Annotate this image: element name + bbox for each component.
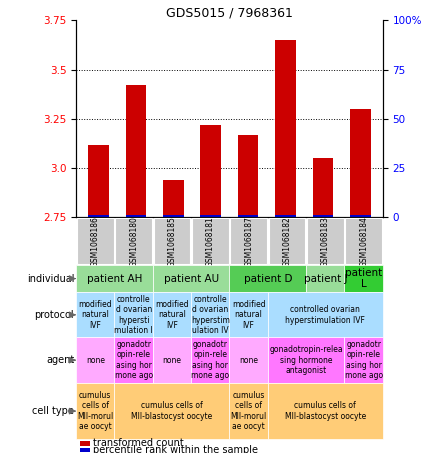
Bar (268, 218, 305, 264)
Text: gonadotr
opin-rele
asing hor
mone ago: gonadotr opin-rele asing hor mone ago (191, 340, 229, 380)
Text: gonadotr
opin-rele
asing hor
mone ago: gonadotr opin-rele asing hor mone ago (114, 340, 152, 380)
Bar (275, 215, 295, 217)
Bar (125, 215, 146, 217)
Text: patient
L: patient L (344, 268, 381, 289)
Text: patient AH: patient AH (86, 274, 142, 284)
Text: controlle
d ovarian
hyperstim
ulation IV: controlle d ovarian hyperstim ulation IV (191, 295, 229, 335)
Text: transformed count: transformed count (93, 439, 184, 448)
Bar (237, 215, 258, 217)
Bar (88, 145, 108, 217)
Bar (115, 218, 151, 264)
Text: patient J: patient J (303, 274, 346, 284)
Bar (77, 218, 113, 264)
Text: modified
natural
IVF: modified natural IVF (155, 300, 188, 330)
Bar (229, 383, 267, 439)
Text: GSM1068183: GSM1068183 (320, 216, 329, 267)
Title: GDS5015 / 7968361: GDS5015 / 7968361 (166, 6, 292, 19)
Bar (76, 337, 114, 383)
Text: GSM1068187: GSM1068187 (243, 216, 253, 267)
Bar (76, 292, 114, 337)
Text: GSM1068186: GSM1068186 (91, 216, 99, 267)
Text: none: none (85, 356, 105, 365)
Bar (191, 218, 228, 264)
Bar (200, 215, 220, 217)
Text: GSM1068185: GSM1068185 (167, 216, 176, 267)
Bar (345, 218, 381, 264)
Bar (80, 441, 89, 446)
Text: gonadotropin-relea
sing hormone
antagonist: gonadotropin-relea sing hormone antagoni… (269, 345, 342, 375)
Bar (267, 383, 382, 439)
Bar (312, 215, 332, 217)
Bar (114, 383, 229, 439)
Text: cumulus
cells of
MII-morul
ae oocyt: cumulus cells of MII-morul ae oocyt (230, 391, 266, 431)
Text: gonadotr
opin-rele
asing hor
mone ago: gonadotr opin-rele asing hor mone ago (344, 340, 382, 380)
Text: cumulus cells of
MII-blastocyst oocyte: cumulus cells of MII-blastocyst oocyte (131, 401, 212, 421)
Bar (152, 265, 229, 292)
Text: protocol: protocol (35, 310, 74, 320)
Bar (230, 218, 266, 264)
Bar (229, 292, 267, 337)
Text: patient AU: patient AU (163, 274, 218, 284)
Text: none: none (239, 356, 257, 365)
Text: percentile rank within the sample: percentile rank within the sample (93, 444, 258, 453)
Bar (163, 215, 183, 217)
Bar (349, 109, 370, 217)
Text: patient D: patient D (243, 274, 291, 284)
Bar (152, 292, 191, 337)
Bar (153, 218, 190, 264)
Bar (306, 218, 343, 264)
Bar (152, 337, 191, 383)
Bar (76, 265, 152, 292)
Bar (163, 180, 183, 217)
Text: cumulus cells of
MII-blastocyst oocyte: cumulus cells of MII-blastocyst oocyte (284, 401, 365, 421)
Bar (229, 265, 306, 292)
Bar (344, 265, 382, 292)
Text: none: none (162, 356, 181, 365)
Bar (275, 40, 295, 217)
Bar (114, 292, 152, 337)
Text: GSM1068180: GSM1068180 (129, 216, 138, 267)
Bar (125, 86, 146, 217)
Bar (80, 448, 89, 452)
Bar (344, 337, 382, 383)
Bar (114, 337, 152, 383)
Bar (76, 383, 114, 439)
Text: GSM1068184: GSM1068184 (358, 216, 367, 267)
Text: controlle
d ovarian
hypersti
mulation I: controlle d ovarian hypersti mulation I (114, 295, 153, 335)
Text: modified
natural
IVF: modified natural IVF (231, 300, 265, 330)
Text: agent: agent (46, 355, 74, 365)
Bar (237, 135, 258, 217)
Bar (267, 292, 382, 337)
Text: cell type: cell type (32, 406, 74, 416)
Bar (191, 292, 229, 337)
Bar (267, 337, 344, 383)
Text: individual: individual (26, 274, 74, 284)
Bar (306, 265, 344, 292)
Bar (312, 159, 332, 217)
Bar (200, 125, 220, 217)
Bar (88, 215, 108, 217)
Bar (349, 215, 370, 217)
Text: cumulus
cells of
MII-morul
ae oocyt: cumulus cells of MII-morul ae oocyt (77, 391, 113, 431)
Text: controlled ovarian
hyperstimulation IVF: controlled ovarian hyperstimulation IVF (285, 305, 365, 324)
Text: GSM1068181: GSM1068181 (205, 216, 214, 267)
Bar (229, 337, 267, 383)
Text: GSM1068182: GSM1068182 (282, 216, 291, 267)
Text: modified
natural
IVF: modified natural IVF (78, 300, 112, 330)
Bar (191, 337, 229, 383)
